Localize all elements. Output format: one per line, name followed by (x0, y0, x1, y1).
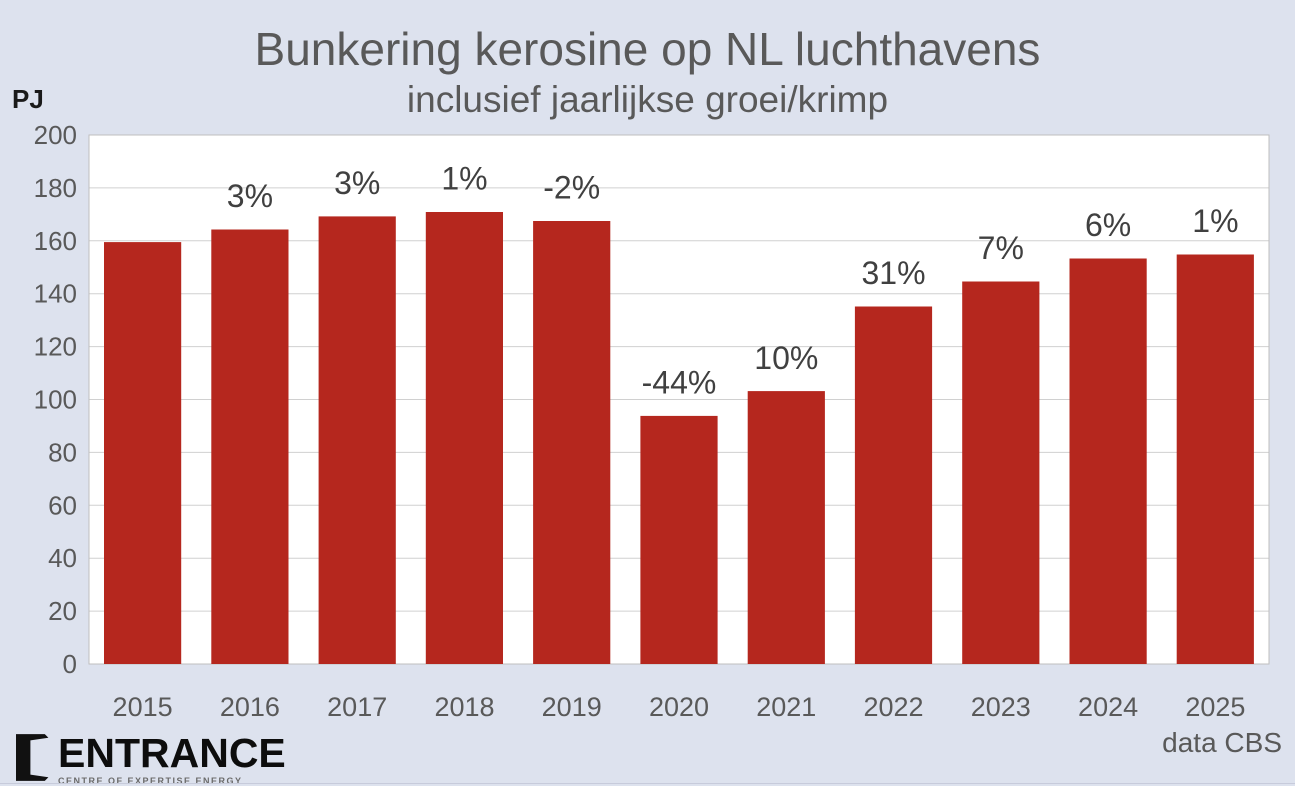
svg-text:10%: 10% (754, 340, 818, 376)
svg-text:200: 200 (34, 120, 77, 150)
svg-text:2021: 2021 (756, 692, 816, 722)
svg-text:-44%: -44% (642, 365, 717, 401)
svg-text:140: 140 (34, 279, 77, 309)
svg-text:3%: 3% (334, 165, 380, 201)
svg-text:20: 20 (48, 596, 77, 626)
svg-text:180: 180 (34, 173, 77, 203)
svg-text:40: 40 (48, 543, 77, 573)
svg-text:2024: 2024 (1078, 692, 1138, 722)
svg-text:31%: 31% (861, 255, 925, 291)
svg-text:2025: 2025 (1185, 692, 1245, 722)
svg-text:7%: 7% (978, 230, 1024, 266)
svg-text:1%: 1% (1192, 203, 1238, 239)
svg-text:2018: 2018 (434, 692, 494, 722)
svg-text:160: 160 (34, 226, 77, 256)
svg-text:80: 80 (48, 437, 77, 467)
svg-text:2023: 2023 (971, 692, 1031, 722)
svg-text:2022: 2022 (863, 692, 923, 722)
svg-text:120: 120 (34, 332, 77, 362)
svg-text:6%: 6% (1085, 207, 1131, 243)
svg-text:2016: 2016 (220, 692, 280, 722)
svg-text:2017: 2017 (327, 692, 387, 722)
svg-text:2015: 2015 (113, 692, 173, 722)
svg-text:0: 0 (63, 649, 77, 679)
svg-text:2020: 2020 (649, 692, 709, 722)
svg-text:1%: 1% (441, 161, 487, 197)
svg-text:100: 100 (34, 385, 77, 415)
svg-text:60: 60 (48, 490, 77, 520)
svg-text:3%: 3% (227, 178, 273, 214)
svg-text:-2%: -2% (543, 170, 600, 206)
svg-text:2019: 2019 (542, 692, 602, 722)
